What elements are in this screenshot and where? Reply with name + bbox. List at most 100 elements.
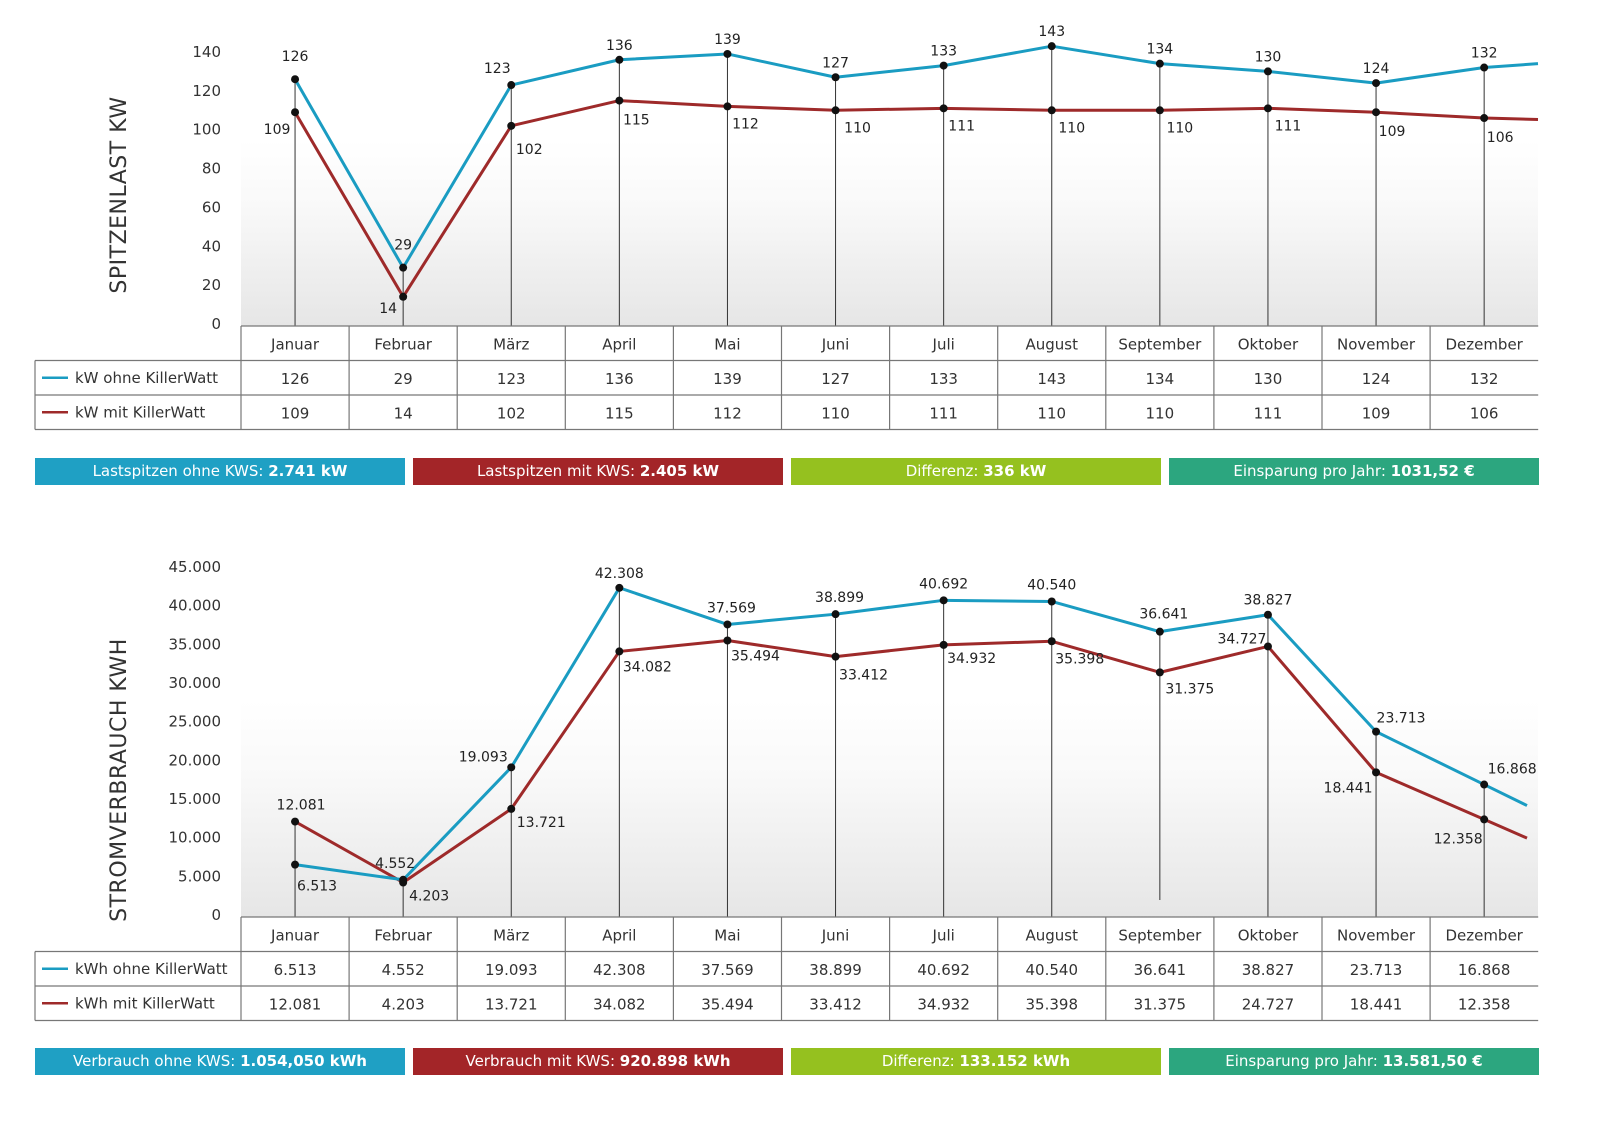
y-tick-label: 20 [202,276,221,294]
data-label-mit: 110 [844,120,871,136]
data-point-mit [831,106,840,115]
y-tick-label: 100 [192,121,221,139]
table-cell: 23.713 [1350,961,1403,979]
summary-box-differenz: Differenz: 133.152 kWh [791,1048,1161,1075]
data-points [291,42,1489,301]
table-cell: 134 [1146,370,1175,388]
table-header-month: Dezember [1445,926,1523,944]
summary-box-ohne: Lastspitzen ohne KWS: 2.741 kW [35,458,405,485]
data-label-ohne: 38.827 [1243,593,1292,609]
data-point-mit [291,817,300,826]
summary-label: Verbrauch ohne KWS: [73,1052,241,1070]
table-header-month: September [1118,335,1202,353]
data-label-ohne: 130 [1255,49,1282,65]
data-point-ohne [1263,67,1272,76]
data-label-ohne: 36.641 [1139,607,1188,623]
data-point-ohne [1047,597,1056,606]
table-cell: 24.727 [1242,995,1295,1013]
data-point-mit [291,108,300,117]
table-header-month: Dezember [1445,335,1523,353]
data-label-mit: 34.932 [947,651,996,667]
table-cell: 136 [605,370,634,388]
table-cell: 40.692 [917,961,970,979]
y-tick-label: 40.000 [169,597,222,615]
table-header-month: Oktober [1238,926,1299,944]
data-point-ohne [291,75,300,84]
table-cell: 4.552 [382,961,425,979]
data-label-mit: 12.081 [277,798,326,814]
table-cell: 139 [713,370,742,388]
data-point-mit [1263,642,1272,651]
table-cell: 110 [1146,404,1175,422]
summary-box-einsparung: Einsparung pro Jahr: 13.581,50 € [1169,1048,1539,1075]
data-point-mit [507,804,516,813]
data-point-ohne [1480,63,1489,72]
data-point-ohne [939,61,948,70]
data-point-mit [399,878,408,887]
data-table: Januar Februar März April Mai Juni Juli August S… [34,916,1539,1022]
data-point-mit [1263,104,1272,113]
legend-label-ohne: kWh ohne KillerWatt [75,960,228,978]
legend-label-mit: kWh mit KillerWatt [75,994,215,1012]
table-header-month: Januar [270,926,320,944]
table-header-month: November [1337,335,1416,353]
data-label-ohne: 40.540 [1027,577,1076,593]
plot-background [241,140,1538,326]
table-header-month: Juli [932,335,955,353]
table-cell: 13.721 [485,995,538,1013]
data-point-mit [615,647,624,656]
table-header-month: März [493,335,529,353]
data-label-ohne: 29 [394,238,412,254]
data-label-ohne: 133 [930,44,957,60]
table-cell: 12.358 [1458,995,1511,1013]
data-label-ohne: 23.713 [1377,711,1426,727]
table-cell: 29 [394,370,413,388]
data-label-ohne: 123 [484,61,511,77]
table-header-month: Mai [714,335,740,353]
table-header-month: Juni [821,926,850,944]
data-point-ohne [399,263,408,272]
data-point-ohne [831,610,840,619]
summary-label: Differenz: [905,462,984,480]
data-label-mit: 4.203 [409,888,449,904]
table-cell: 38.827 [1242,961,1295,979]
data-label-ohne: 42.308 [595,566,644,582]
data-point-mit [1155,668,1164,677]
data-point-ohne [1372,79,1381,88]
table-cell: 124 [1362,370,1391,388]
data-labels: 6.513 4.552 19.093 42.308 37.569 38.899 40.692… [277,566,1537,905]
table-header-month: April [602,335,636,353]
drop-lines [294,587,1485,917]
table-cell: 40.540 [1026,961,1079,979]
data-label-ohne: 16.868 [1488,762,1537,778]
data-point-mit [1047,106,1056,115]
table-cell: 35.398 [1026,995,1079,1013]
data-point-mit [723,102,732,111]
summary-value: 133.152 kWh [959,1052,1071,1070]
data-label-ohne: 136 [606,38,633,54]
table-cell: 123 [497,370,526,388]
data-point-ohne [723,620,732,629]
table-cell: 34.932 [917,995,970,1013]
summary-label: Verbrauch mit KWS: [465,1052,620,1070]
data-label-ohne: 124 [1363,61,1390,77]
table-header-month: August [1026,335,1079,353]
data-label-mit: 13.721 [517,815,566,831]
table-cell: 35.494 [701,995,754,1013]
y-axis-title: STROMVERBRAUCH KWH [107,638,132,922]
summary-box-einsparung: Einsparung pro Jahr: 1031,52 € [1169,458,1539,485]
data-point-mit [1372,768,1381,777]
legend-label-ohne: kW ohne KillerWatt [75,369,218,387]
table-cell: 34.082 [593,995,646,1013]
summary-value: 336 kW [983,462,1047,480]
summary-value: 1031,52 € [1390,462,1475,480]
table-header-month: Mai [714,926,740,944]
data-label-mit: 109 [1379,124,1406,140]
summary-label: Einsparung pro Jahr: [1233,462,1391,480]
data-label-ohne: 127 [822,55,849,71]
summary-box-mit: Lastspitzen mit KWS: 2.405 kW [413,458,783,485]
data-point-mit [939,640,948,649]
data-label-ohne: 19.093 [459,749,508,765]
data-label-mit: 12.358 [1434,831,1483,847]
